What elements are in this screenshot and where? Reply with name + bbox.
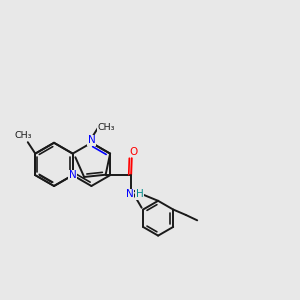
Text: H: H <box>136 189 143 199</box>
Text: O: O <box>129 147 137 157</box>
Text: CH₃: CH₃ <box>14 131 32 140</box>
Text: CH₃: CH₃ <box>98 123 115 132</box>
Text: N: N <box>69 170 76 180</box>
Text: N: N <box>126 189 134 199</box>
Text: N: N <box>88 135 95 146</box>
